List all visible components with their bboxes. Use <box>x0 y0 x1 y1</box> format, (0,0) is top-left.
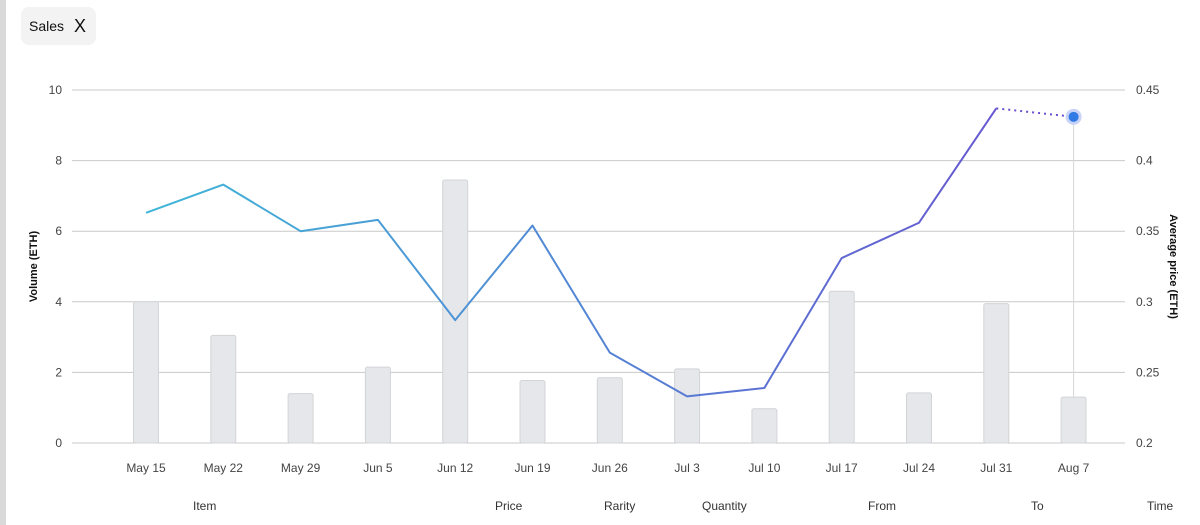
column-item[interactable]: Item <box>193 499 217 513</box>
column-rarity[interactable]: Rarity <box>604 499 636 513</box>
volume-bar <box>133 301 159 444</box>
x-tick-label: May 29 <box>281 461 321 475</box>
grid-lines <box>72 89 1125 444</box>
x-tick-label: Jun 26 <box>592 461 628 475</box>
price-line-dotted <box>996 107 1074 118</box>
y-tick-label: 10 <box>49 83 63 97</box>
volume-bar <box>364 366 391 444</box>
x-tick-label: Jun 12 <box>437 461 473 475</box>
x-tick-label: Aug 7 <box>1058 461 1090 475</box>
x-tick-label: Jul 24 <box>903 461 935 475</box>
y-tick-label: 0 <box>55 436 62 450</box>
y2-tick-label: 0.4 <box>1136 154 1153 168</box>
volume-bar <box>210 334 237 444</box>
x-tick-label: Jun 5 <box>363 461 393 475</box>
volume-bar <box>828 290 855 444</box>
volume-bar <box>596 377 623 444</box>
column-time[interactable]: Time <box>1147 499 1174 513</box>
y-tick-label: 4 <box>55 295 62 309</box>
y-tick-label: 6 <box>55 224 62 238</box>
axis-labels: 10 8 6 4 2 0 0.45 0.4 0.35 0.3 0.25 0.2 Volume (ETH)… <box>28 83 1179 475</box>
volume-bar <box>1060 396 1087 444</box>
y2-tick-label: 0.25 <box>1136 365 1160 379</box>
x-tick-label: Jul 10 <box>748 461 780 475</box>
price-line <box>145 107 1082 398</box>
volume-bar <box>287 393 314 444</box>
y2-tick-label: 0.35 <box>1136 224 1160 238</box>
volume-bar <box>519 380 546 444</box>
column-from[interactable]: From <box>868 499 896 513</box>
volume-bar <box>674 368 701 444</box>
window-left-edge <box>0 0 6 525</box>
column-quantity[interactable]: Quantity <box>702 499 747 513</box>
y2-tick-label: 0.2 <box>1136 436 1153 450</box>
y-tick-label: 8 <box>55 154 62 168</box>
y2-tick-label: 0.3 <box>1136 295 1153 309</box>
x-tick-label: May 22 <box>204 461 244 475</box>
x-tick-label: Jun 19 <box>514 461 550 475</box>
y-axis-title: Volume (ETH) <box>28 231 40 303</box>
y-tick-label: 2 <box>55 365 62 379</box>
column-price[interactable]: Price <box>495 499 523 513</box>
volume-bar <box>983 303 1010 444</box>
x-tick-label: Jul 17 <box>826 461 858 475</box>
x-tick-label: Jul 3 <box>674 461 700 475</box>
sales-filter-label: Sales <box>29 18 65 34</box>
volume-bar <box>442 179 469 444</box>
price-line-solid <box>145 107 998 398</box>
close-icon[interactable]: X <box>74 16 87 36</box>
volume-bar <box>751 408 778 444</box>
volume-bars <box>133 179 1087 444</box>
x-tick-label: Jul 31 <box>980 461 1012 475</box>
y2-tick-label: 0.45 <box>1136 83 1160 97</box>
x-tick-label: May 15 <box>126 461 166 475</box>
sales-filter-chip[interactable]: Sales X <box>21 7 97 45</box>
volume-bar <box>906 392 932 444</box>
sales-table-header: Item Price Rarity Quantity From To Time <box>0 499 1200 519</box>
column-to[interactable]: To <box>1031 499 1044 513</box>
y2-axis-title: Average price (ETH) <box>1167 214 1179 319</box>
price-point-marker <box>1068 111 1079 122</box>
